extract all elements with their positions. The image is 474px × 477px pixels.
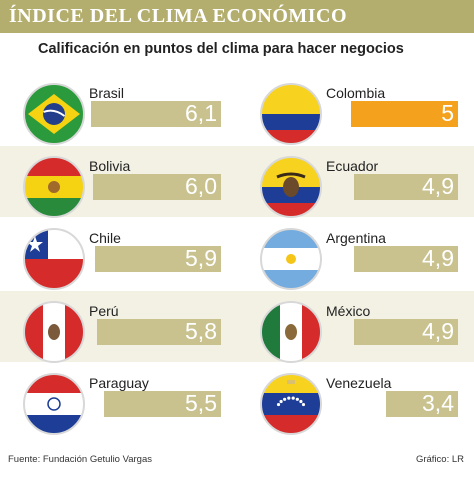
peru-flag-icon: [23, 300, 85, 363]
value-label: 4,9: [422, 317, 454, 344]
bar: [93, 173, 221, 200]
country-card: 5 Colombia: [237, 74, 474, 146]
country-card: 4,9 México: [237, 292, 474, 364]
chart-subtitle: Calificación en puntos del clima para ha…: [38, 41, 404, 57]
bar: [95, 246, 221, 272]
bar: [103, 391, 221, 417]
value-label: 5,5: [185, 390, 217, 416]
country-card: 4,9 Ecuador: [237, 147, 474, 219]
value-label: 6,0: [185, 172, 217, 199]
colombia-flag-icon: [260, 83, 322, 145]
value-label: 4,9: [422, 172, 454, 199]
bar: [97, 318, 221, 345]
country-card: 5,9 Chile: [0, 219, 237, 291]
value-label: 6,1: [185, 100, 217, 126]
country-label: Colombia: [326, 85, 386, 101]
country-card: 6,0 Bolivia: [0, 147, 237, 219]
chart-title: ÍNDICE DEL CLIMA ECONÓMICO: [0, 0, 474, 33]
ecuador-flag-icon: [260, 155, 322, 218]
country-label: Perú: [89, 302, 119, 319]
bolivia-flag-icon: [23, 155, 85, 218]
brazil-flag-icon: [23, 83, 85, 145]
country-card: 4,9 Argentina: [237, 219, 474, 291]
chile-flag-icon: [23, 228, 85, 290]
bar: [351, 101, 458, 127]
value-label: 3,4: [422, 390, 454, 416]
bar: [353, 318, 458, 345]
country-label: Bolivia: [89, 157, 131, 174]
country-label: Brasil: [89, 85, 125, 101]
country-label: Venezuela: [326, 375, 392, 391]
country-card: 5,8 Perú: [0, 292, 237, 364]
bar: [385, 391, 458, 417]
country-label: Paraguay: [89, 375, 149, 391]
paraguay-flag-icon: [23, 373, 85, 435]
country-label: México: [326, 302, 371, 319]
country-label: Ecuador: [326, 157, 379, 174]
country-label: Chile: [89, 230, 121, 246]
source-note: Fuente: Fundación Getulio Vargas: [8, 454, 152, 465]
argentina-flag-icon: [260, 228, 322, 290]
country-card: 5,5 Paraguay: [0, 364, 237, 436]
mexico-flag-icon: [260, 300, 322, 363]
value-label: 5,8: [185, 317, 217, 344]
value-label: 4,9: [422, 245, 454, 271]
bar: [353, 173, 458, 200]
value-label: 5,9: [185, 245, 217, 271]
country-card: 3,4 Venezuela: [237, 364, 474, 436]
country-label: Argentina: [326, 230, 386, 246]
graphic-credit: Gráfico: LR: [415, 454, 464, 465]
venezuela-flag-icon: [260, 373, 322, 435]
value-label: 5: [441, 100, 454, 126]
bar: [353, 246, 458, 272]
bar: [91, 101, 221, 127]
country-card: 6,1 Brasil: [0, 74, 237, 146]
